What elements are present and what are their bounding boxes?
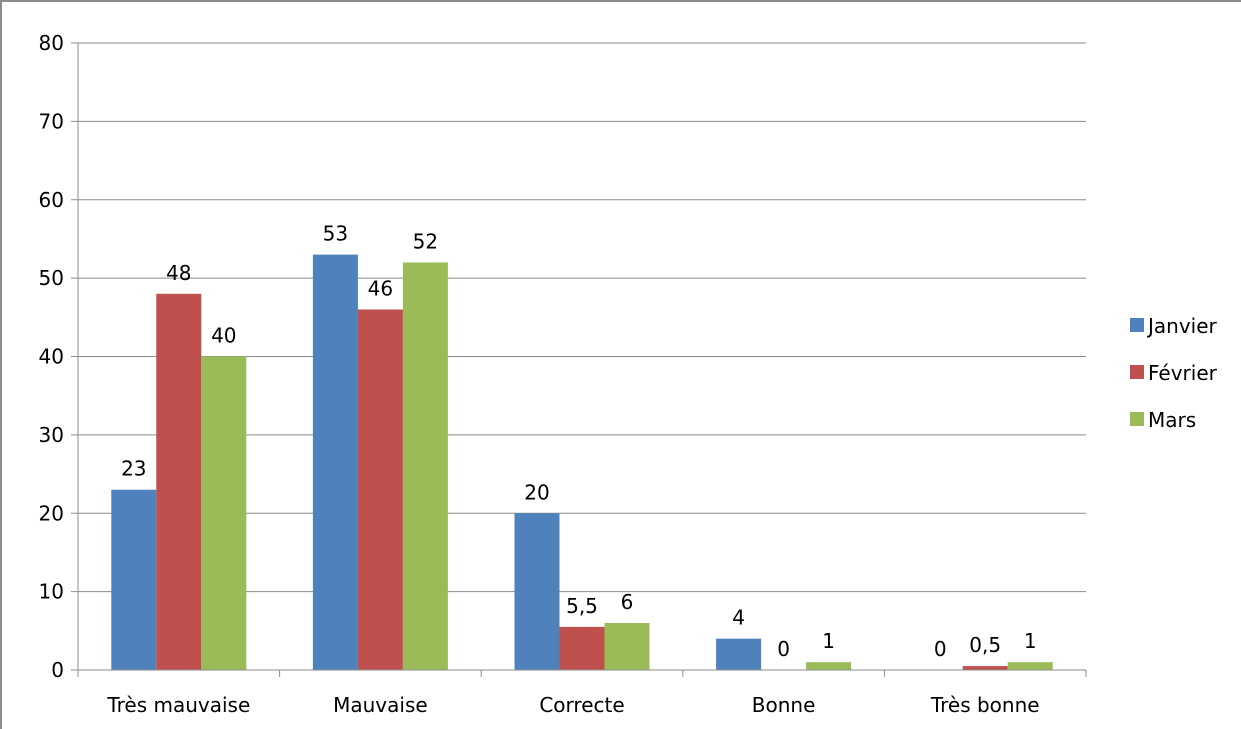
data-label: 48	[166, 261, 191, 285]
y-tick-label: 60	[39, 188, 64, 212]
x-category-label: Très bonne	[930, 693, 1040, 717]
bar	[111, 489, 157, 670]
data-label: 0	[934, 637, 947, 661]
bar	[312, 254, 358, 671]
legend-swatch	[1130, 318, 1144, 332]
bar	[201, 356, 247, 670]
legend-swatch	[1130, 412, 1144, 426]
bar	[1007, 662, 1053, 670]
data-label: 4	[732, 606, 745, 630]
data-label: 6	[621, 590, 634, 614]
bar	[514, 513, 560, 670]
legend-label: Janvier	[1146, 314, 1218, 338]
y-tick-label: 0	[51, 658, 64, 682]
data-label: 53	[323, 222, 348, 246]
data-label: 1	[1024, 629, 1037, 653]
bars	[111, 254, 1053, 671]
bar	[806, 662, 852, 670]
x-axis-ticks: Très mauvaise Mauvaise Correcte Bonne Très b…	[77, 670, 1087, 717]
data-label: 0	[777, 637, 790, 661]
data-label: 23	[121, 457, 146, 481]
bar	[156, 293, 202, 670]
bar	[604, 622, 650, 670]
axes	[77, 43, 1086, 671]
bar	[559, 626, 605, 670]
bar	[402, 262, 448, 670]
data-label: 52	[413, 229, 438, 253]
data-label: 46	[368, 276, 393, 300]
legend-label: Février	[1148, 361, 1218, 385]
x-category-label: Mauvaise	[333, 693, 428, 717]
legend-swatch	[1130, 365, 1144, 379]
bar	[357, 309, 403, 670]
bar	[716, 638, 762, 670]
y-tick-label: 40	[39, 345, 64, 369]
data-label: 40	[211, 324, 236, 348]
y-tick-label: 30	[39, 423, 64, 447]
bar	[962, 666, 1008, 670]
y-tick-label: 10	[39, 580, 64, 604]
x-category-label: Bonne	[752, 693, 816, 717]
data-label: 1	[822, 629, 835, 653]
y-tick-label: 50	[39, 266, 64, 290]
data-label: 20	[524, 480, 549, 504]
y-axis-ticks: 0 10 20 30 40 50 60 70 80	[39, 31, 78, 682]
gridlines	[78, 42, 1086, 593]
y-tick-label: 80	[39, 31, 64, 55]
data-label: 5,5	[566, 594, 598, 618]
legend-label: Mars	[1148, 408, 1196, 432]
x-category-label: Très mauvaise	[106, 693, 250, 717]
data-label: 0,5	[969, 633, 1001, 657]
y-tick-label: 20	[39, 501, 64, 525]
legend: Janvier Février Mars	[1130, 314, 1218, 432]
x-category-label: Correcte	[539, 693, 624, 717]
y-tick-label: 70	[39, 109, 64, 133]
